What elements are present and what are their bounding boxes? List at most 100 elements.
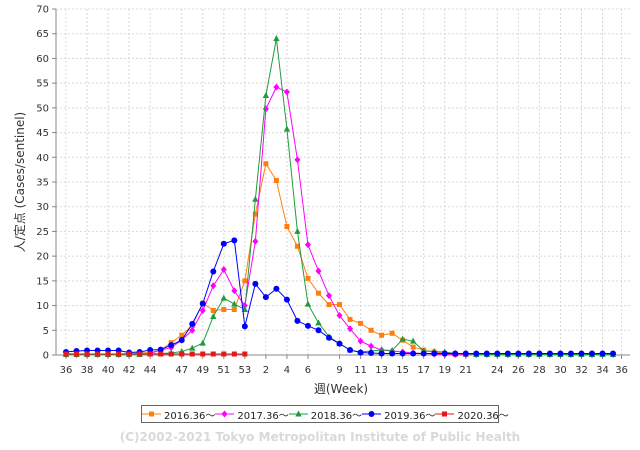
data-point [210, 351, 216, 357]
legend-item: 2018.36～ [288, 407, 363, 422]
data-point [231, 307, 237, 313]
legend-marker [362, 409, 382, 419]
data-point [231, 351, 237, 357]
x-tick-label: 6 [305, 365, 311, 376]
legend-marker [435, 409, 455, 419]
data-point [242, 351, 248, 357]
data-point [452, 350, 459, 357]
x-tick-label: 40 [102, 365, 115, 376]
data-point [525, 350, 532, 357]
data-point [210, 282, 217, 290]
y-tick-label: 35 [36, 178, 49, 189]
data-point [199, 300, 206, 307]
data-point [357, 349, 364, 356]
data-point [294, 243, 300, 249]
x-tick-label: 24 [491, 365, 504, 376]
data-point [431, 350, 438, 357]
x-tick-label: 51 [217, 365, 230, 376]
data-point [304, 300, 312, 307]
data-point [610, 350, 617, 357]
x-tick-label: 34 [596, 365, 609, 376]
data-point [210, 308, 216, 314]
data-point [189, 351, 195, 357]
y-tick-label: 25 [36, 227, 49, 238]
data-point [252, 195, 259, 202]
data-point [262, 294, 269, 301]
data-point [231, 237, 238, 244]
data-point [241, 323, 248, 330]
data-point [347, 347, 354, 354]
data-point [599, 350, 606, 357]
x-tick-label: 28 [533, 365, 546, 376]
data-point [473, 350, 480, 357]
y-tick-label: 55 [36, 79, 49, 90]
data-point [315, 319, 322, 326]
y-tick-label: 0 [43, 351, 49, 362]
y-tick-label: 50 [36, 103, 49, 114]
x-tick-label: 38 [81, 365, 94, 376]
data-point [315, 290, 321, 296]
data-point [368, 350, 375, 357]
legend-marker [215, 409, 235, 419]
data-point [200, 351, 206, 357]
legend-label: 2018.36～ [310, 410, 363, 422]
y-tick-label: 15 [36, 276, 49, 287]
data-point [262, 92, 270, 98]
x-tick-label: 32 [575, 365, 588, 376]
data-point [158, 351, 164, 357]
data-point [63, 351, 69, 357]
data-point [221, 351, 227, 357]
data-point [294, 227, 301, 234]
data-point [315, 327, 322, 334]
x-tick-label: 42 [123, 365, 136, 376]
legend-item: 2016.36～ [142, 407, 215, 422]
data-point [157, 346, 164, 353]
data-point [273, 285, 280, 292]
y-tick-label: 70 [36, 5, 49, 16]
x-axis-ticks: 36 38 40 42 44 47 49 51 53 2 4 6 9 11 13 15 17 19 21 24 26 28… [60, 355, 628, 376]
legend-marker [288, 409, 308, 419]
legend-item: 2017.36～ [215, 407, 289, 422]
data-point [326, 292, 332, 300]
data-point [252, 237, 259, 245]
data-point [284, 223, 290, 229]
x-tick-label: 17 [417, 365, 430, 376]
data-point [557, 350, 564, 357]
data-point [410, 344, 416, 350]
series-4 [63, 237, 617, 357]
data-point [567, 350, 574, 357]
data-point [220, 240, 227, 247]
gridlines [56, 8, 630, 356]
data-point [536, 350, 543, 357]
x-tick-label: 15 [396, 365, 409, 376]
legend-item: 2019.36～ [362, 407, 435, 422]
y-tick-label: 40 [36, 153, 49, 164]
data-point [116, 351, 122, 357]
x-tick-label: 2 [263, 365, 269, 376]
data-point [126, 351, 132, 357]
data-point [326, 334, 332, 341]
x-tick-label: 30 [554, 365, 567, 376]
data-point [379, 332, 385, 338]
y-tick-label: 45 [36, 128, 49, 139]
data-point [168, 351, 174, 357]
data-point [221, 307, 227, 313]
legend-label: 2016.36～ [164, 410, 216, 422]
data-point [210, 268, 217, 275]
data-point [589, 350, 595, 357]
data-point [546, 350, 553, 357]
data-point [368, 342, 375, 350]
legend-label: 2017.36～ [237, 410, 289, 422]
data-point [273, 178, 279, 184]
y-axis-ticks: 0 5 10 15 20 25 30 35 40 45 50 55 60 65 70 [36, 5, 56, 362]
data-point [273, 83, 280, 91]
data-point [304, 241, 311, 249]
x-tick-label: 4 [284, 365, 290, 376]
data-point [409, 337, 417, 344]
data-point [179, 351, 185, 357]
data-point [504, 350, 511, 357]
data-point [231, 287, 238, 295]
y-tick-label: 30 [36, 202, 49, 213]
copyright-notice: (C)2002-2021 Tokyo Metropolitan Institut… [119, 430, 521, 444]
